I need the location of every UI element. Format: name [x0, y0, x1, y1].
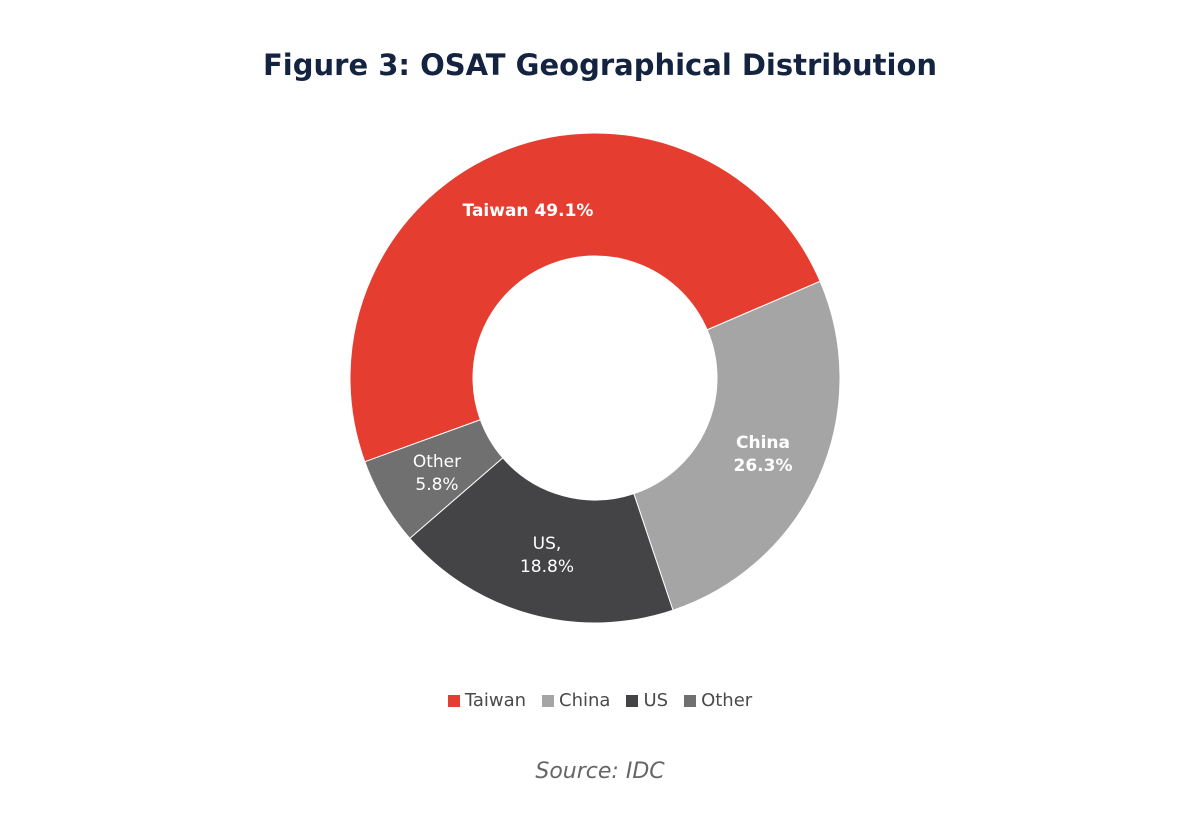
legend-swatch — [626, 694, 639, 707]
data-label-line: 26.3% — [734, 456, 793, 476]
data-label-other: Other 5.8% — [413, 452, 461, 495]
data-label-taiwan: Taiwan 49.1% — [463, 201, 594, 221]
legend-label: Other — [701, 690, 753, 711]
legend-label: China — [559, 690, 611, 711]
slice-taiwan — [349, 132, 821, 463]
legend-label: US — [643, 690, 669, 711]
legend-item-other: Other — [684, 690, 752, 711]
data-label-line: 5.8% — [415, 475, 458, 495]
legend-item-china: China — [542, 690, 610, 711]
legend: Taiwan China US Other — [0, 690, 1200, 711]
data-label-line: 18.8% — [520, 557, 574, 577]
data-label-line: US, — [533, 534, 562, 554]
data-label-line: Taiwan 49.1% — [463, 201, 594, 221]
legend-swatch — [542, 694, 555, 707]
data-label-line: China — [736, 433, 790, 453]
legend-label: Taiwan — [464, 690, 527, 711]
slice-china — [633, 280, 841, 611]
data-label-us: US, 18.8% — [520, 534, 574, 577]
slice-us — [409, 457, 674, 624]
data-label-line: Other — [413, 452, 461, 472]
donut-chart: Taiwan 49.1% China 26.3% US, 18.8% Other 5.8% — [349, 132, 841, 624]
legend-item-us: US — [626, 690, 668, 711]
slice-other — [364, 419, 504, 540]
data-label-china: China 26.3% — [734, 433, 793, 476]
legend-swatch — [684, 694, 697, 707]
legend-item-taiwan: Taiwan — [447, 690, 527, 711]
source-note: Source: IDC — [535, 759, 665, 784]
legend-swatch — [447, 694, 460, 707]
chart-title: Figure 3: OSAT Geographical Distribution — [262, 48, 938, 82]
